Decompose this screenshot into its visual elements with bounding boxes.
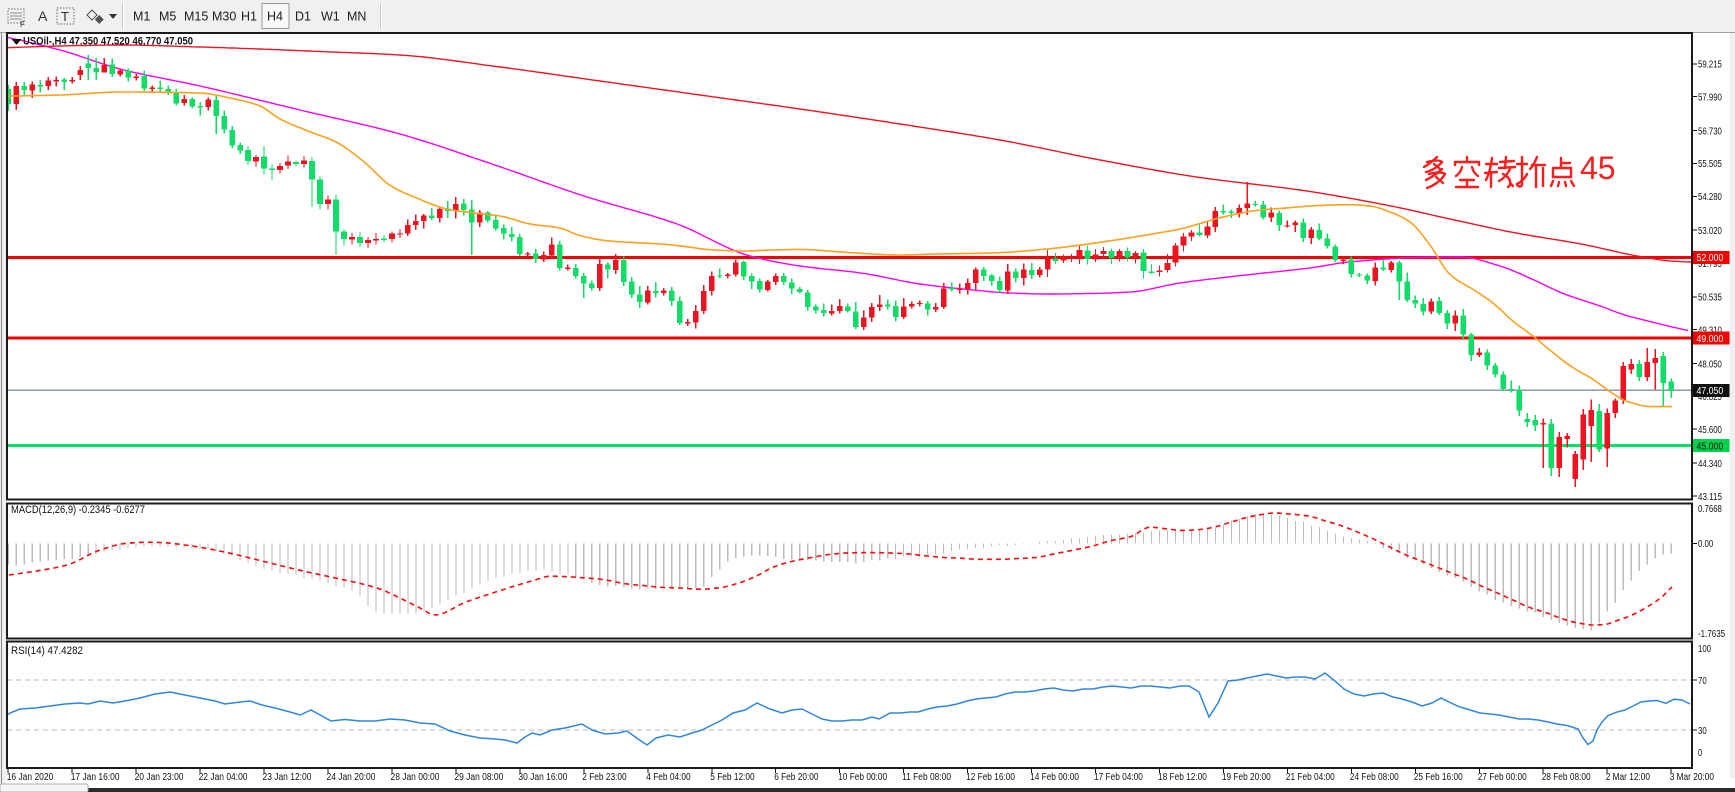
svg-text:24 Feb 08:00: 24 Feb 08:00 [1350,772,1399,783]
svg-text:24 Jan 20:00: 24 Jan 20:00 [327,772,376,783]
svg-text:4 Feb 04:00: 4 Feb 04:00 [646,772,691,783]
svg-text:45: 45 [1580,150,1616,186]
svg-text:10 Feb 00:00: 10 Feb 00:00 [838,772,887,783]
svg-text:49.000: 49.000 [1697,334,1724,345]
svg-text:27 Feb 00:00: 27 Feb 00:00 [1478,772,1527,783]
svg-text:19 Feb 20:00: 19 Feb 20:00 [1222,772,1271,783]
svg-text:0: 0 [1698,748,1703,759]
svg-text:29 Jan 08:00: 29 Jan 08:00 [454,772,503,783]
svg-text:MN: MN [347,10,366,24]
svg-text:F: F [20,20,25,29]
svg-text:11 Feb 08:00: 11 Feb 08:00 [902,772,951,783]
svg-text:M5: M5 [159,10,176,24]
svg-text:43.115: 43.115 [1698,492,1722,503]
svg-text:16 Jan 2020: 16 Jan 2020 [7,772,54,783]
svg-text:T: T [61,9,69,24]
svg-text:54.280: 54.280 [1698,192,1722,203]
svg-text:53.020: 53.020 [1698,226,1722,237]
svg-text:USOil-,H4 47.350 47.520 46.77: USOil-,H4 47.350 47.520 46.770 47.050 [23,36,193,48]
svg-text:H4: H4 [267,10,283,24]
svg-text:47.050: 47.050 [1697,386,1724,397]
svg-text:25 Feb 16:00: 25 Feb 16:00 [1414,772,1463,783]
svg-text:49.310: 49.310 [1698,326,1722,337]
svg-text:3 Mar 20:00: 3 Mar 20:00 [1670,772,1715,783]
svg-text:28 Feb 08:00: 28 Feb 08:00 [1542,772,1591,783]
svg-text:H1: H1 [241,10,257,24]
svg-text:M1: M1 [133,10,150,24]
svg-text:100: 100 [1698,644,1711,655]
svg-text:44.340: 44.340 [1698,459,1722,470]
svg-text:70: 70 [1698,676,1707,687]
svg-text:2 Feb 23:00: 2 Feb 23:00 [582,772,627,783]
svg-text:59.215: 59.215 [1698,60,1722,71]
svg-text:30 Jan 16:00: 30 Jan 16:00 [518,772,567,783]
svg-text:56.730: 56.730 [1698,126,1722,137]
svg-text:22 Jan 04:00: 22 Jan 04:00 [199,772,248,783]
svg-text:12 Feb 16:00: 12 Feb 16:00 [966,772,1015,783]
svg-text:57.990: 57.990 [1698,93,1722,104]
svg-text:48.050: 48.050 [1698,359,1722,370]
svg-text:20 Jan 23:00: 20 Jan 23:00 [135,772,184,783]
svg-text:MACD(12,26,9) -0.2345 -0.6277: MACD(12,26,9) -0.2345 -0.6277 [11,504,145,516]
svg-text:46.825: 46.825 [1698,392,1722,403]
svg-text:23 Jan 12:00: 23 Jan 12:00 [263,772,312,783]
svg-text:17 Feb 04:00: 17 Feb 04:00 [1094,772,1143,783]
svg-text:0.00: 0.00 [1698,539,1714,550]
svg-text:6 Feb 20:00: 6 Feb 20:00 [774,772,819,783]
svg-text:52.000: 52.000 [1697,253,1724,264]
svg-text:18 Feb 12:00: 18 Feb 12:00 [1158,772,1207,783]
svg-text:30: 30 [1698,726,1707,737]
svg-text:M15: M15 [184,10,208,24]
svg-text:RSI(14) 47.4282: RSI(14) 47.4282 [11,645,83,657]
svg-text:2 Mar 12:00: 2 Mar 12:00 [1606,772,1651,783]
svg-text:5 Feb 12:00: 5 Feb 12:00 [710,772,755,783]
svg-text:M30: M30 [212,10,236,24]
svg-text:17 Jan 16:00: 17 Jan 16:00 [71,772,120,783]
svg-text:55.505: 55.505 [1698,159,1722,170]
svg-text:21 Feb 04:00: 21 Feb 04:00 [1286,772,1335,783]
svg-text:14 Feb 00:00: 14 Feb 00:00 [1030,772,1079,783]
svg-text:0.7668: 0.7668 [1698,504,1722,515]
svg-text:50.535: 50.535 [1698,293,1722,304]
svg-text:28 Jan 00:00: 28 Jan 00:00 [391,772,440,783]
svg-text:51.795: 51.795 [1698,259,1722,270]
svg-text:W1: W1 [321,10,340,24]
svg-text:45.000: 45.000 [1697,441,1724,452]
svg-text:D1: D1 [295,10,311,24]
svg-text:A: A [38,8,48,24]
svg-text:45.600: 45.600 [1698,425,1722,436]
svg-text:-1.7635: -1.7635 [1698,629,1725,640]
